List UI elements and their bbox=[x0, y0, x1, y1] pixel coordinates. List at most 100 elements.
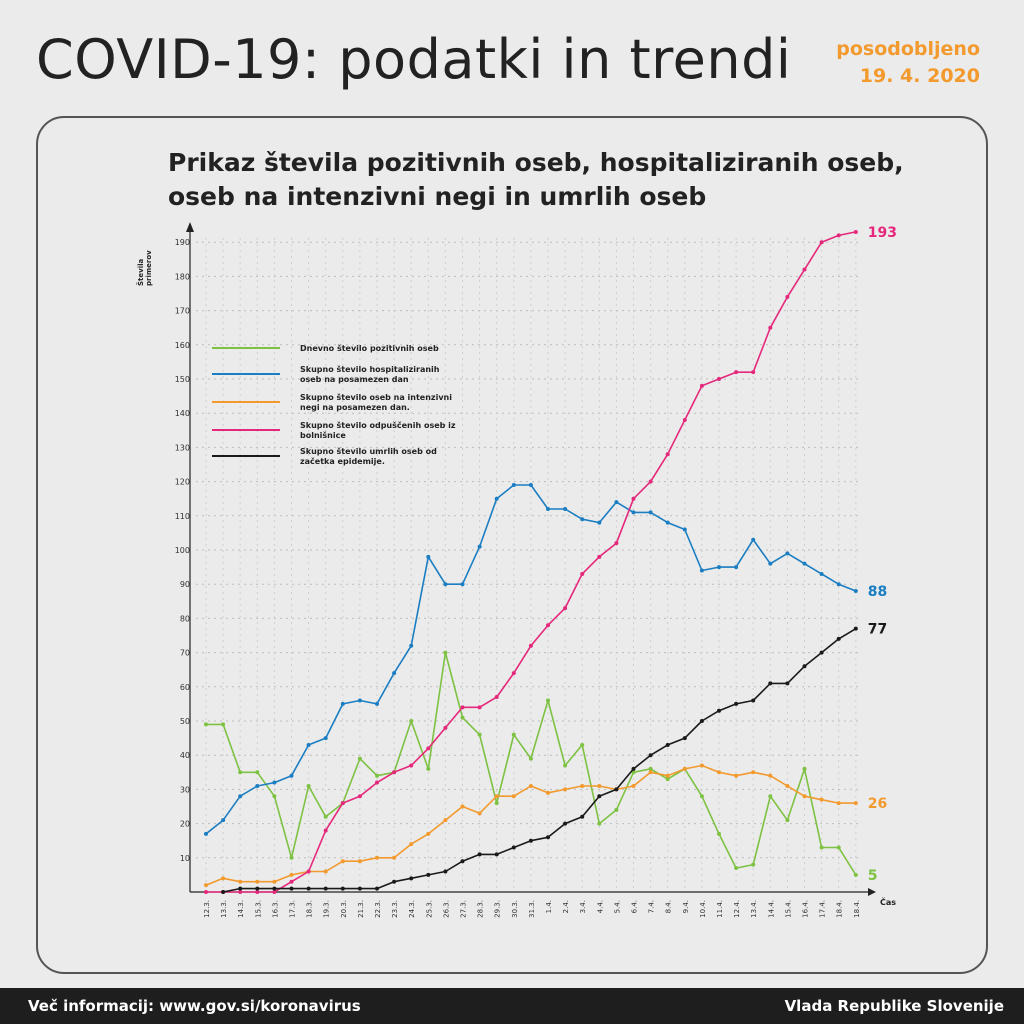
updated-date: 19. 4. 2020 bbox=[859, 65, 980, 87]
series-point bbox=[443, 582, 448, 587]
series-point bbox=[357, 886, 362, 891]
series-point bbox=[340, 886, 345, 891]
series-point bbox=[255, 879, 260, 884]
x-tick-label: 30.3. bbox=[511, 900, 519, 918]
x-tick-label: 8.4. bbox=[665, 900, 673, 913]
series-point bbox=[768, 325, 773, 330]
legend-label: Dnevno število pozitivnih oseb bbox=[300, 343, 439, 353]
series-point bbox=[204, 890, 208, 894]
footer-more-info[interactable]: Več informacij: www.gov.si/koronavirus bbox=[28, 997, 361, 1015]
y-tick-label: 160 bbox=[175, 341, 190, 350]
series-point bbox=[272, 890, 277, 894]
series-point bbox=[272, 886, 277, 891]
series-point bbox=[819, 650, 824, 655]
x-tick-label: 12.4. bbox=[733, 900, 741, 918]
series-point bbox=[494, 852, 499, 857]
series-point bbox=[802, 561, 807, 566]
x-tick-label: 18.4. bbox=[853, 900, 861, 918]
series-point bbox=[375, 773, 379, 778]
series-point bbox=[717, 770, 721, 775]
series-point bbox=[477, 705, 482, 710]
series-point bbox=[289, 872, 294, 877]
series-point bbox=[768, 794, 773, 799]
y-tick-label: 10 bbox=[180, 854, 190, 863]
series-point bbox=[631, 783, 636, 788]
y-axis-arrow bbox=[186, 222, 194, 232]
y-tick-label: 50 bbox=[180, 717, 190, 726]
series-point bbox=[409, 842, 414, 847]
series-point bbox=[665, 773, 670, 778]
series-point bbox=[665, 520, 670, 525]
series-point bbox=[734, 866, 739, 871]
series-point bbox=[306, 869, 311, 874]
chart-series: 5 88 26 193 77 bbox=[204, 225, 897, 894]
series-point bbox=[853, 589, 858, 594]
series-point bbox=[528, 783, 533, 788]
series-point bbox=[238, 794, 243, 799]
series-point bbox=[853, 229, 858, 234]
series-point bbox=[751, 862, 756, 867]
series-point bbox=[665, 777, 670, 782]
series-point bbox=[426, 831, 431, 836]
series-point bbox=[802, 267, 807, 272]
series-point bbox=[392, 855, 397, 860]
x-tick-label: 22.3. bbox=[374, 900, 382, 918]
series-point bbox=[375, 780, 379, 785]
series-point bbox=[511, 845, 516, 850]
y-tick-label: 70 bbox=[180, 649, 190, 658]
series-point bbox=[494, 695, 499, 700]
series-point bbox=[665, 452, 670, 457]
series-point bbox=[409, 643, 414, 648]
x-tick-label: 19.3. bbox=[323, 900, 331, 918]
series-point bbox=[853, 872, 858, 877]
series-point bbox=[580, 783, 585, 788]
series-point bbox=[255, 886, 260, 891]
series-point bbox=[477, 732, 482, 737]
series-point bbox=[528, 643, 533, 648]
series-point bbox=[460, 859, 465, 864]
series-point bbox=[597, 554, 602, 559]
series-point bbox=[699, 719, 704, 723]
series-point bbox=[221, 890, 226, 894]
series-point bbox=[477, 811, 482, 816]
x-tick-label: 5.4. bbox=[613, 900, 621, 913]
series-point bbox=[238, 890, 243, 894]
series-point bbox=[717, 831, 721, 836]
series-point bbox=[494, 801, 499, 806]
series-point bbox=[836, 845, 841, 850]
x-tick-label: 17.4. bbox=[819, 900, 827, 918]
series-point bbox=[511, 794, 516, 799]
x-tick-label: 9.4. bbox=[682, 900, 690, 913]
series-point bbox=[819, 797, 824, 802]
y-tick-label: 80 bbox=[180, 614, 190, 623]
x-tick-label: 15.4. bbox=[784, 900, 792, 918]
x-tick-label: 29.3. bbox=[494, 900, 502, 918]
series-point bbox=[340, 801, 345, 806]
series-point bbox=[751, 698, 756, 703]
series-point bbox=[819, 571, 824, 576]
x-tick-label: 7.4. bbox=[648, 900, 656, 913]
series-point bbox=[392, 770, 397, 775]
x-axis-label: Čas bbox=[880, 896, 896, 907]
series-point bbox=[238, 879, 243, 884]
series-point bbox=[340, 701, 345, 706]
x-tick-label: 25.3. bbox=[425, 900, 433, 918]
series-point bbox=[580, 814, 585, 819]
series-point bbox=[819, 845, 824, 850]
series-point bbox=[289, 855, 294, 860]
series-point bbox=[580, 517, 585, 522]
series-point bbox=[785, 294, 790, 299]
legend-label: Skupno število umrlih oseb od začetka epi… bbox=[300, 446, 437, 466]
series-point bbox=[323, 828, 328, 833]
footer-government: Vlada Republike Slovenije bbox=[784, 997, 1004, 1015]
series-point bbox=[511, 671, 516, 676]
series-point bbox=[546, 698, 550, 703]
series-point bbox=[699, 794, 704, 799]
series-point bbox=[699, 383, 704, 388]
series-point bbox=[597, 794, 602, 799]
series-point bbox=[306, 742, 311, 747]
x-tick-label: 14.4. bbox=[767, 900, 775, 918]
updated-info: posodobljeno 19. 4. 2020 bbox=[836, 36, 980, 90]
chart-grid bbox=[196, 238, 860, 892]
series-end-label: 88 bbox=[868, 584, 887, 600]
